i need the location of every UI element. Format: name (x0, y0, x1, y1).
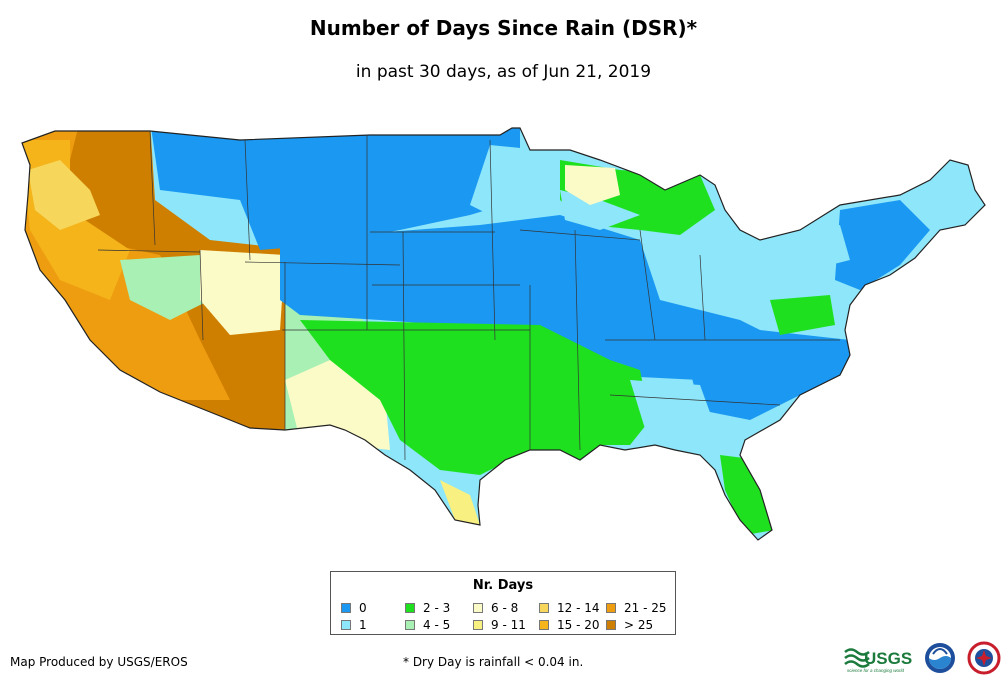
region-central-0 (280, 215, 850, 400)
nws-logo-icon (967, 641, 1001, 675)
legend-swatch (473, 620, 483, 630)
region-north-0 (150, 128, 520, 250)
region-ny-1 (760, 225, 850, 275)
region-tx-9-11 (440, 480, 480, 525)
state-borders (97, 130, 840, 461)
legend-title: Nr. Days (472, 578, 534, 593)
legend-swatch (606, 603, 616, 613)
legend-label: 9 - 11 (491, 618, 526, 632)
legend-swatch (341, 620, 351, 630)
legend-swatch (405, 603, 415, 613)
legend-item-21-25: 21 - 25 (606, 601, 667, 615)
legend-label: 4 - 5 (423, 618, 451, 632)
region-south-2-3 (300, 320, 650, 475)
legend-item-4-5: 4 - 5 (405, 618, 450, 632)
usgs-logo: USGS science for a changing world (844, 648, 912, 673)
legend-item-15-20: 15 - 20 (539, 618, 600, 632)
region-al-1 (630, 380, 720, 445)
legend-label: 1 (359, 618, 367, 632)
legend-label: 12 - 14 (557, 601, 600, 615)
legend-item-2-3: 2 - 3 (405, 601, 450, 615)
legend-item-6-8: 6 - 8 (473, 601, 518, 615)
region-va-2-3 (770, 295, 835, 335)
legend-swatch (405, 620, 415, 630)
legend-item-9-11: 9 - 11 (473, 618, 526, 632)
map-credit: Map Produced by USGS/EROS (10, 655, 188, 669)
region-upper-mi-1 (560, 190, 640, 230)
region-nw-12-14 (28, 160, 100, 230)
noaa-logo-icon (925, 643, 955, 673)
legend-item-gt25: > 25 (606, 618, 653, 632)
legend: Nr. Days 0 1 2 - 3 4 - 5 6 - 8 9 - 11 12… (330, 571, 676, 635)
legend-label: 0 (359, 601, 367, 615)
agency-logos: USGS science for a changing world (844, 641, 1001, 675)
legend-label: 6 - 8 (491, 601, 519, 615)
legend-label: 2 - 3 (423, 601, 451, 615)
map-title: Number of Days Since Rain (DSR)* (309, 16, 698, 40)
map-subtitle: in past 30 days, as of Jun 21, 2019 (355, 62, 652, 82)
region-ne-0 (835, 200, 930, 290)
legend-label: 21 - 25 (624, 601, 667, 615)
region-se-0 (690, 365, 830, 420)
dsr-regions (22, 128, 985, 540)
legend-swatch (539, 620, 549, 630)
legend-swatch (606, 620, 616, 630)
legend-label: 15 - 20 (557, 618, 600, 632)
legend-swatch (473, 603, 483, 613)
region-wi-6-8 (565, 165, 620, 205)
legend-label: > 25 (624, 618, 654, 632)
legend-item-0: 0 (341, 601, 367, 615)
usgs-tagline: science for a changing world (847, 668, 905, 673)
region-basin-4-5 (120, 255, 210, 320)
usgs-wordmark: USGS (864, 649, 912, 668)
legend-item-1: 1 (341, 618, 367, 632)
legend-swatch (539, 603, 549, 613)
legend-item-12-14: 12 - 14 (539, 601, 600, 615)
legend-swatch (341, 603, 351, 613)
dry-day-footnote: * Dry Day is rainfall < 0.04 in. (403, 655, 584, 669)
region-rockies-6-8 (200, 250, 285, 335)
